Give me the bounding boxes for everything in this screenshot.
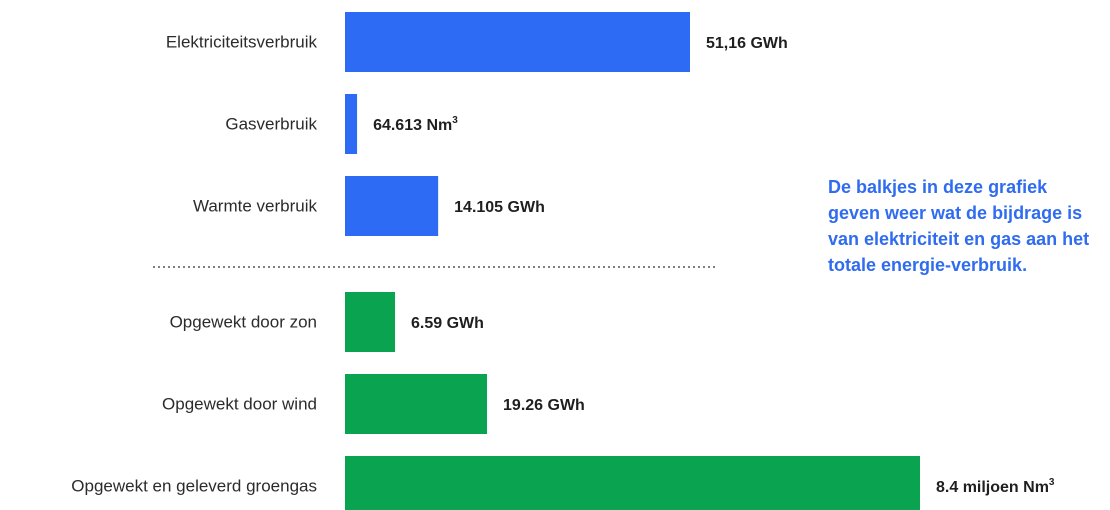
category-label-opgewekt-en-geleverd-groengas: Opgewekt en geleverd groengas [71, 477, 317, 496]
value-label-elektriciteitsverbruik: 51,16 GWh [706, 35, 788, 52]
bars-group: Elektriciteitsverbruik 51,16 GWh Gasverbru… [71, 12, 1055, 510]
category-label-elektriciteitsverbruik: Elektriciteitsverbruik [166, 33, 318, 52]
value-label-gasverbruik: 64.613 Nm3 [373, 115, 458, 134]
bar-elektriciteitsverbruik [345, 12, 690, 72]
category-label-warmte-verbruik: Warmte verbruik [193, 197, 318, 216]
bar-opgewekt-door-zon [345, 292, 396, 352]
bar-opgewekt-door-wind [345, 374, 488, 434]
value-label-opgewekt-door-wind: 19.26 GWh [503, 397, 585, 414]
category-label-opgewekt-door-zon: Opgewekt door zon [170, 313, 317, 332]
value-label-opgewekt-door-zon: 6.59 GWh [411, 315, 484, 332]
category-label-gasverbruik: Gasverbruik [225, 115, 317, 134]
chart-note: De balkjes in deze grafiek geven weer wa… [828, 177, 1090, 275]
bar-opgewekt-en-geleverd-groengas [345, 456, 920, 510]
value-label-warmte-verbruik: 14.105 GWh [454, 199, 545, 216]
bar-gasverbruik [345, 94, 358, 154]
bar-warmte-verbruik [345, 176, 439, 236]
value-label-opgewekt-en-geleverd-groengas: 8.4 miljoen Nm3 [936, 477, 1055, 496]
category-label-opgewekt-door-wind: Opgewekt door wind [162, 395, 317, 414]
